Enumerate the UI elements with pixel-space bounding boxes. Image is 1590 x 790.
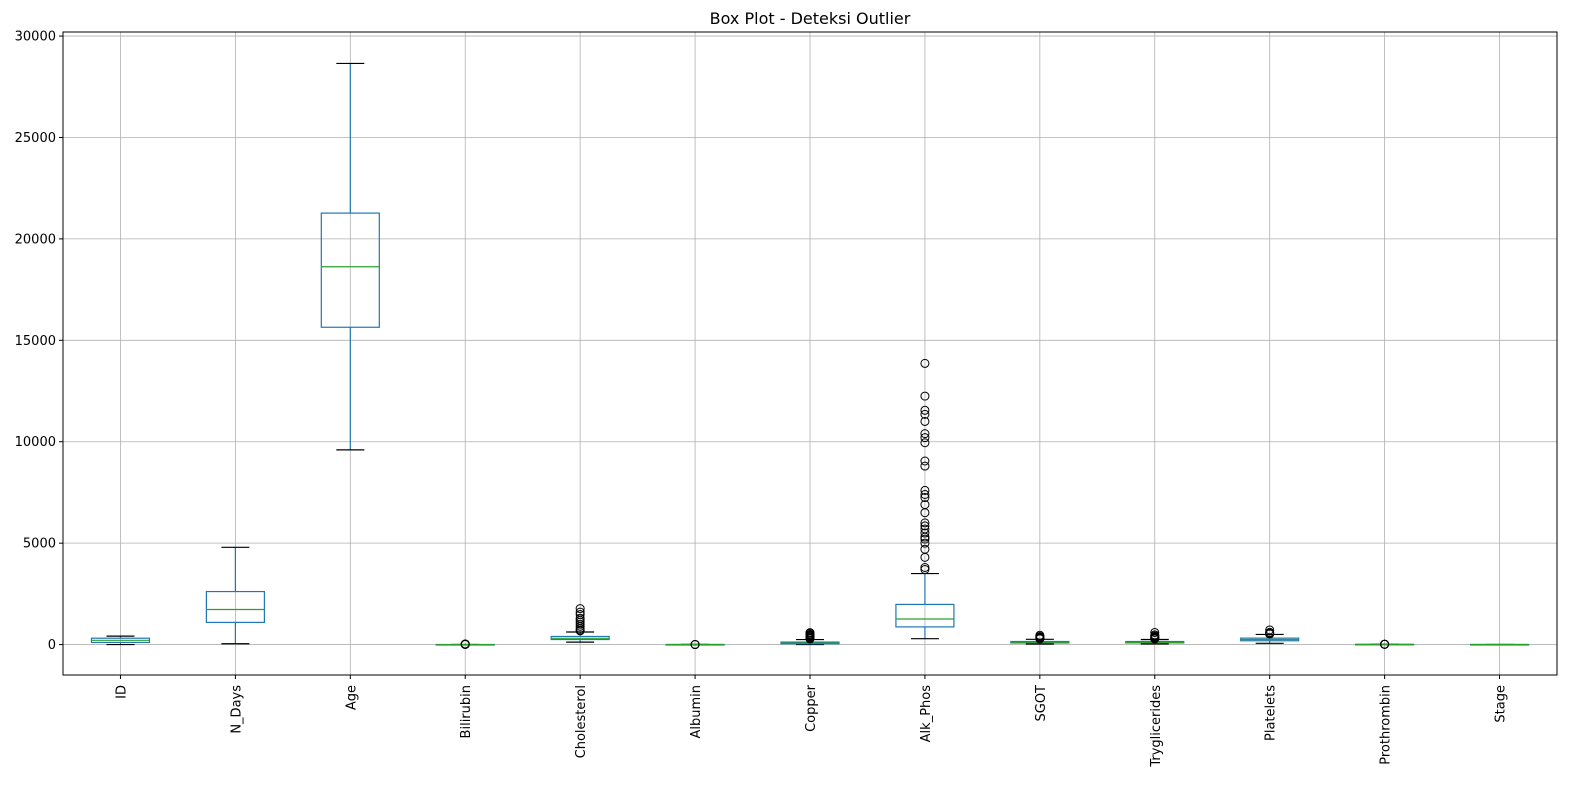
outlier-point xyxy=(1035,630,1045,640)
outlier-point xyxy=(1150,627,1160,637)
outlier-point xyxy=(920,409,930,419)
box-stage xyxy=(1469,643,1530,646)
outlier-point xyxy=(920,518,930,528)
box-albumin xyxy=(665,639,725,650)
outlier-point xyxy=(920,416,930,426)
y-tick-label: 25000 xyxy=(15,131,56,146)
box-cholesterol xyxy=(550,604,610,643)
box-copper xyxy=(780,628,840,646)
outlier-point xyxy=(920,489,930,499)
outlier-point xyxy=(575,604,585,614)
outlier-point xyxy=(920,485,930,495)
outlier-point xyxy=(575,610,585,620)
box-alk-phos xyxy=(895,358,955,640)
box-prothrombin xyxy=(1355,639,1415,649)
outlier-point xyxy=(805,628,815,638)
outlier-point xyxy=(920,456,930,466)
outlier-point xyxy=(920,500,930,510)
outlier-point xyxy=(920,562,930,572)
x-tick-label: Age xyxy=(344,685,359,710)
box-iqr xyxy=(895,603,955,628)
outlier-point xyxy=(920,433,930,443)
outlier-point xyxy=(920,391,930,401)
x-tick-label: Platelets xyxy=(1264,685,1279,741)
box-age xyxy=(320,62,380,451)
y-tick-label: 20000 xyxy=(15,232,56,247)
outlier-point xyxy=(1380,639,1390,649)
y-tick-label: 15000 xyxy=(15,334,56,349)
boxes-layer xyxy=(90,62,1530,650)
outlier-point xyxy=(920,358,930,368)
y-tick-label: 10000 xyxy=(15,435,56,450)
outlier-point xyxy=(1265,627,1275,637)
outlier-point xyxy=(920,461,930,471)
outlier-point xyxy=(920,405,930,415)
outlier-point xyxy=(920,438,930,448)
box-id xyxy=(90,635,151,646)
grid-lines xyxy=(63,32,1557,675)
outlier-point xyxy=(920,493,930,503)
x-tick-label: Copper xyxy=(804,684,819,732)
outlier-point xyxy=(920,524,930,534)
x-tick-label: Stage xyxy=(1494,685,1509,723)
outlier-point xyxy=(920,538,930,548)
x-tick-label: Bilirubin xyxy=(459,685,474,738)
box-bilirubin xyxy=(435,639,495,649)
y-tick-label: 5000 xyxy=(23,537,56,552)
outlier-point xyxy=(1150,630,1160,640)
outlier-point xyxy=(690,639,700,649)
outlier-point xyxy=(920,429,930,439)
outlier-point xyxy=(920,544,930,554)
outlier-point xyxy=(575,607,585,617)
y-axis: 0 5000 10000 15000 20000 25000 30000 xyxy=(15,30,63,653)
outlier-point xyxy=(1265,625,1275,635)
x-tick-label: Tryglicerides xyxy=(1149,685,1164,768)
outlier-point xyxy=(575,613,585,623)
x-tick-label: Albumin xyxy=(689,685,704,739)
outlier-point xyxy=(920,521,930,531)
x-tick-label: ID xyxy=(114,685,129,699)
box-sgot xyxy=(1010,630,1070,645)
y-tick-label: 0 xyxy=(48,638,56,653)
box-tryglicerides xyxy=(1125,627,1185,645)
chart-title: Box Plot - Deteksi Outlier xyxy=(710,9,911,28)
x-tick-label: N_Days xyxy=(229,685,244,734)
x-tick-label: Cholesterol xyxy=(574,685,589,758)
x-tick-label: SGOT xyxy=(1034,685,1049,722)
box-platelets xyxy=(1240,625,1300,644)
box-n-days xyxy=(205,546,265,645)
x-tick-label: Alk_Phos xyxy=(919,685,934,743)
outlier-point xyxy=(920,528,930,538)
y-tick-label: 30000 xyxy=(15,30,56,45)
box-iqr xyxy=(320,212,380,328)
x-tick-label: Prothrombin xyxy=(1379,685,1394,765)
box-iqr xyxy=(205,590,265,624)
outlier-point xyxy=(460,639,470,649)
x-axis: ID N_Days Age Bilirubin Cholesterol Albumin Co… xyxy=(114,675,1509,768)
